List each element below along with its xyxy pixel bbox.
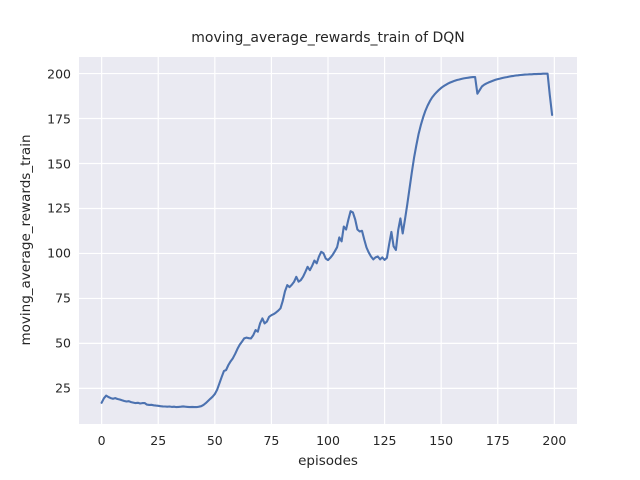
y-tick-label: 50 <box>55 335 71 351</box>
x-axis-label: episodes <box>298 453 358 469</box>
x-tick-label: 175 <box>485 433 510 448</box>
y-tick-label: 200 <box>47 66 71 82</box>
y-tick-label: 75 <box>55 290 71 306</box>
y-tick-label: 150 <box>47 156 71 171</box>
x-tick-label: 125 <box>372 433 397 448</box>
x-tick-label: 25 <box>150 433 167 448</box>
y-tick-label: 125 <box>47 200 71 216</box>
y-tick-label: 100 <box>47 245 71 261</box>
y-tick-label: 25 <box>55 380 71 396</box>
chart-canvas <box>79 57 577 424</box>
gridlines <box>79 57 577 424</box>
series-line <box>100 72 554 409</box>
x-tick-label: 200 <box>542 433 567 448</box>
y-axis-label: moving_average_rewards_train <box>18 134 34 346</box>
series-lines <box>100 72 554 409</box>
chart-title: moving_average_rewards_train of DQN <box>191 30 465 46</box>
x-tick-label: 75 <box>263 433 280 448</box>
y-tick-label: 175 <box>47 111 71 127</box>
x-tick-label: 100 <box>316 433 340 448</box>
x-tick-label: 50 <box>206 433 223 448</box>
plot-area <box>79 57 577 424</box>
x-tick-label: 150 <box>429 433 454 448</box>
x-tick-label: 0 <box>97 433 106 448</box>
